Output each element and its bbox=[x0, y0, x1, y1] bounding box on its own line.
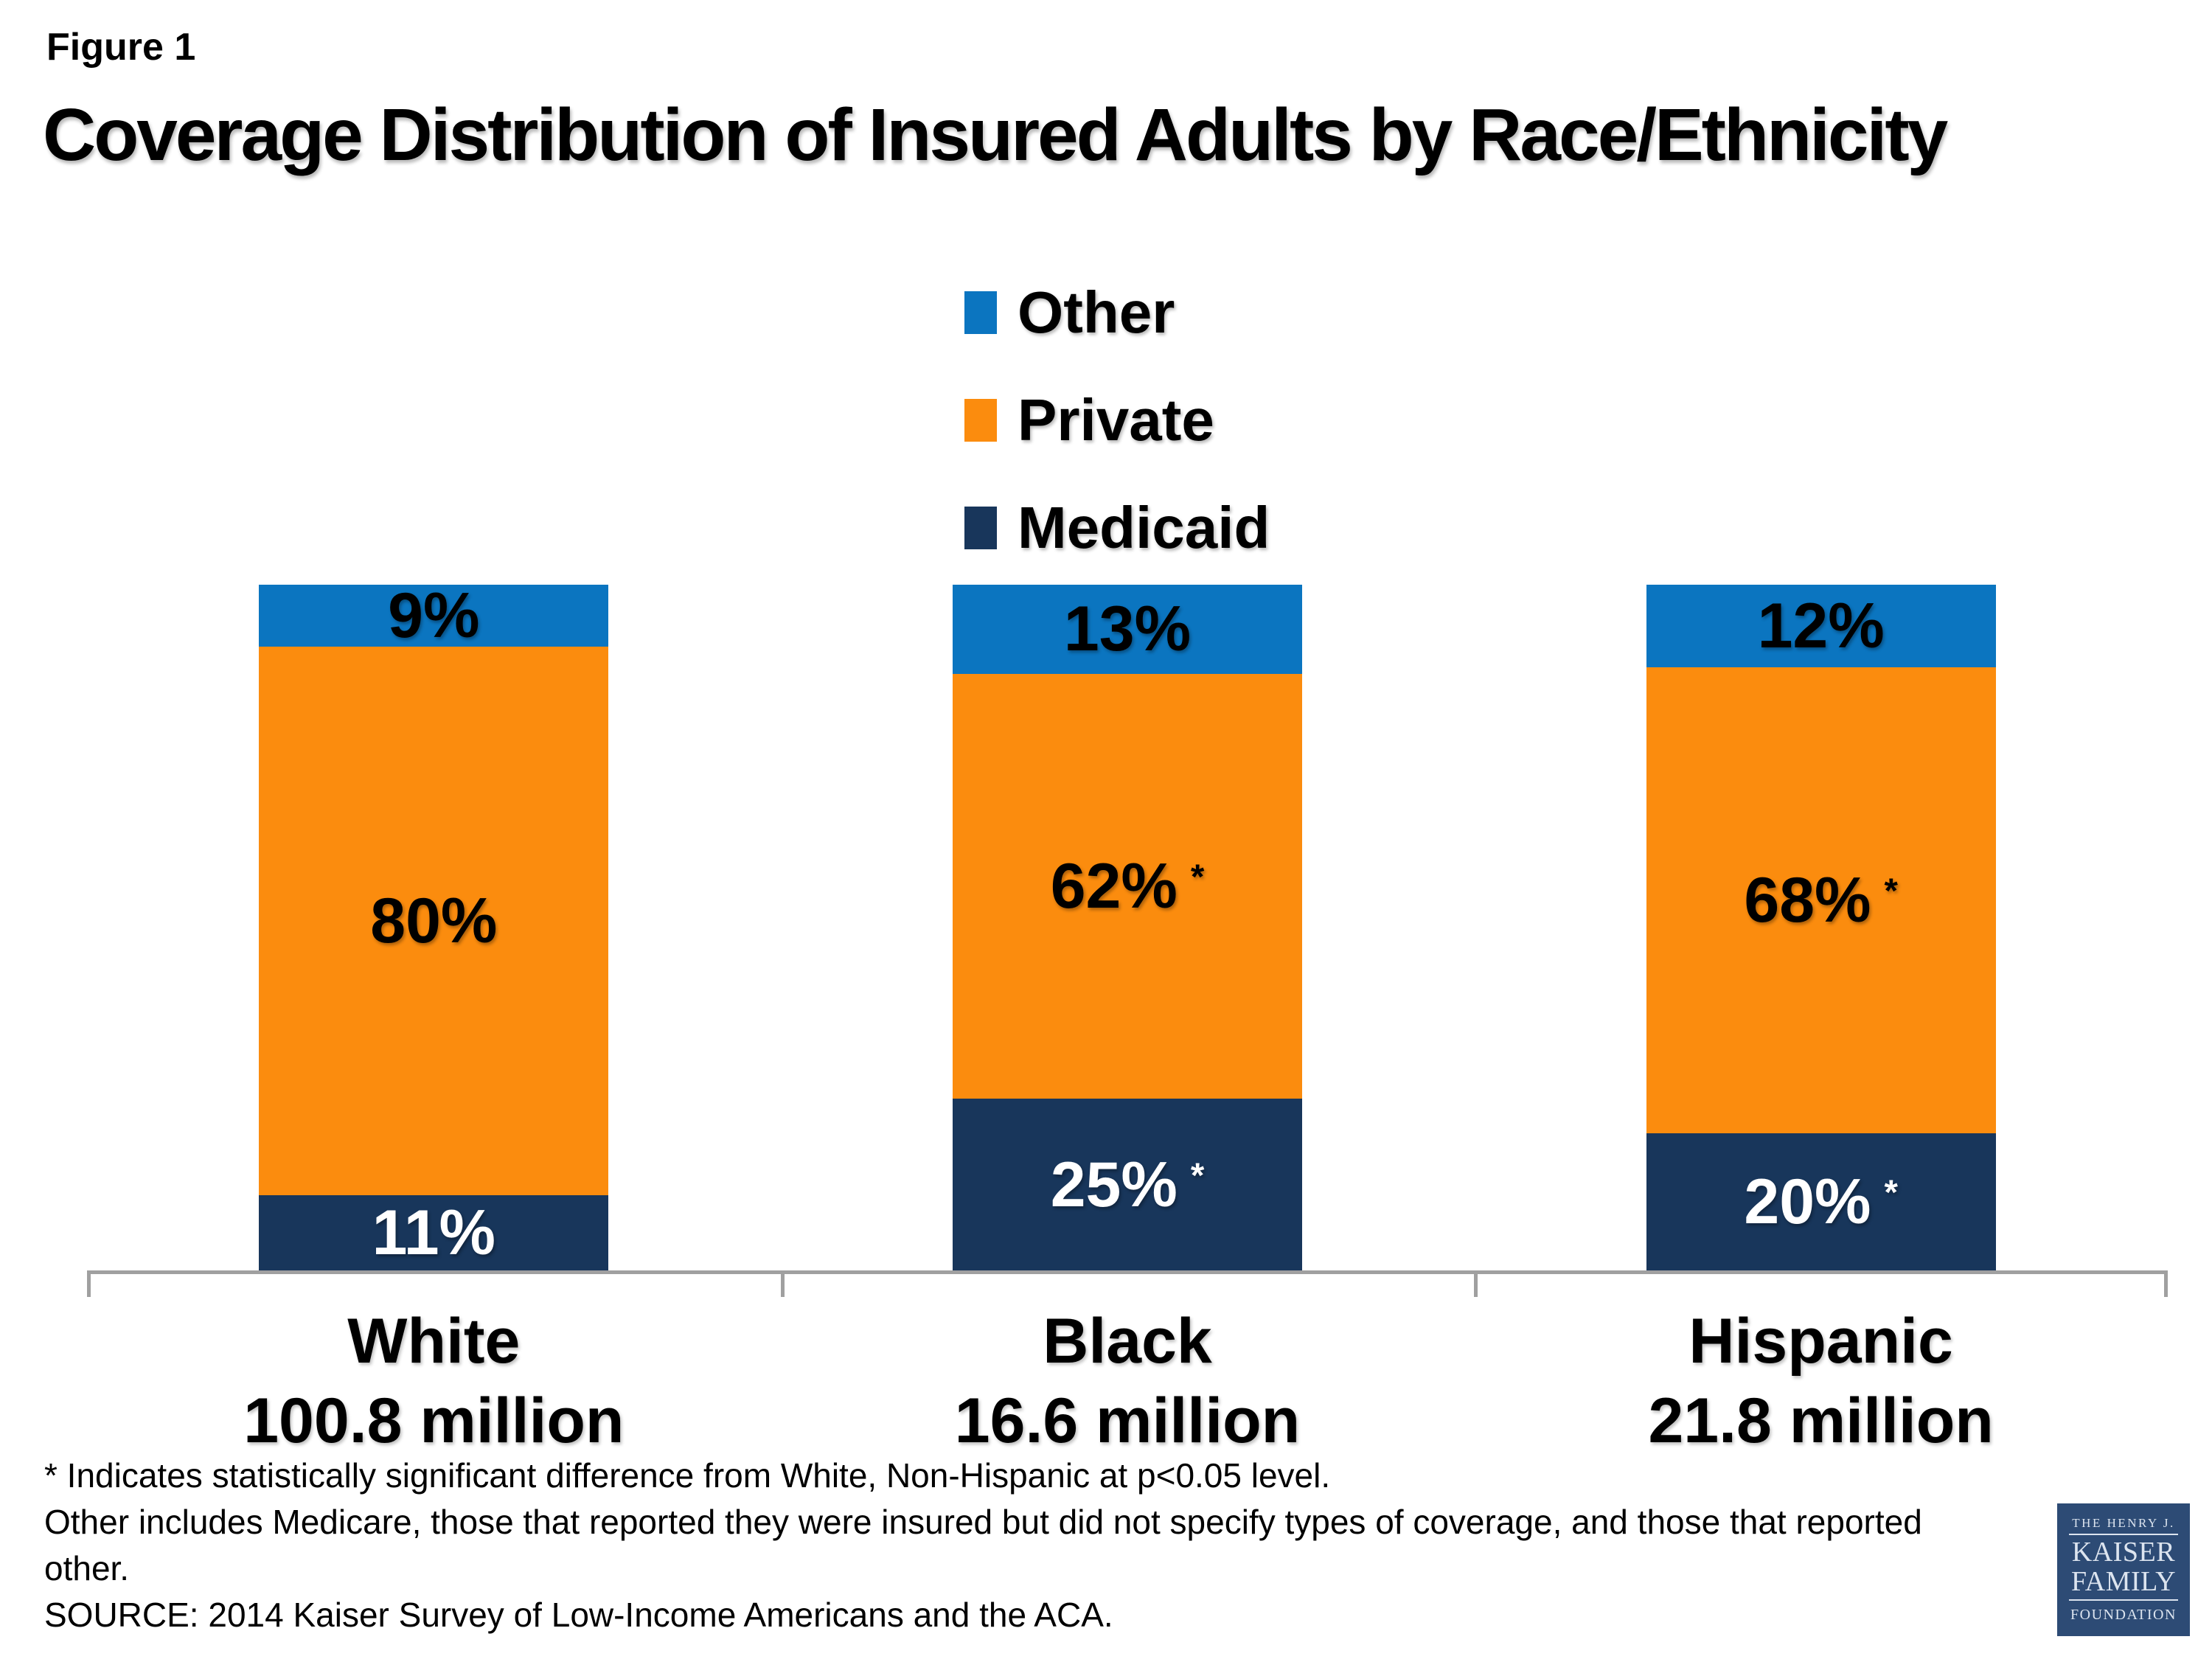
segment-other-black: 13% bbox=[953, 585, 1302, 674]
segment-value-label: 9% bbox=[388, 580, 480, 651]
legend-label: Private bbox=[1018, 387, 1214, 453]
significance-asterisk: * bbox=[1190, 1155, 1205, 1195]
segment-private-white: 80% bbox=[259, 646, 609, 1195]
chart-legend: Other Private Medicaid bbox=[964, 283, 1270, 606]
segment-value-label: 25% * bbox=[1050, 1149, 1205, 1220]
segment-value-label: 80% bbox=[370, 885, 498, 956]
segment-value-label: 11% bbox=[372, 1197, 496, 1268]
segment-value-label: 13% bbox=[1063, 594, 1192, 665]
category-name: Hispanic bbox=[1688, 1306, 1953, 1377]
logo-line-foundation: FOUNDATION bbox=[2070, 1607, 2177, 1624]
stacked-bar-black: 13% 62% * 25% * bbox=[953, 585, 1302, 1270]
category-population: 100.8 million bbox=[243, 1385, 625, 1457]
x-axis-tick bbox=[87, 1270, 91, 1297]
segment-value-label: 68% * bbox=[1744, 864, 1898, 936]
category-label-white: White 100.8 million bbox=[87, 1301, 781, 1461]
category-name: Black bbox=[1043, 1306, 1212, 1377]
x-axis-tick bbox=[2164, 1270, 2168, 1297]
kaiser-family-foundation-logo: THE HENRY J. KAISER FAMILY FOUNDATION bbox=[2057, 1503, 2190, 1636]
footnotes: * Indicates statistically significant di… bbox=[44, 1453, 2035, 1638]
category-population: 16.6 million bbox=[954, 1385, 1301, 1457]
segment-private-hispanic: 68% * bbox=[1646, 667, 1996, 1133]
segment-private-black: 62% * bbox=[953, 673, 1302, 1099]
segment-other-hispanic: 12% bbox=[1646, 585, 1996, 667]
logo-divider bbox=[2069, 1599, 2178, 1601]
stacked-bar-hispanic: 12% 68% * 20% * bbox=[1646, 585, 1996, 1270]
segment-medicaid-black: 25% * bbox=[953, 1099, 1302, 1270]
segment-medicaid-white: 11% bbox=[259, 1194, 609, 1270]
significance-asterisk: * bbox=[1884, 1172, 1898, 1212]
figure-label: Figure 1 bbox=[46, 26, 196, 69]
category-population: 21.8 million bbox=[1648, 1385, 1994, 1457]
category-label-hispanic: Hispanic 21.8 million bbox=[1474, 1301, 2168, 1461]
page-title: Coverage Distribution of Insured Adults … bbox=[43, 94, 1948, 176]
logo-line-kaiser: KAISER bbox=[2071, 1536, 2176, 1568]
x-axis-line bbox=[87, 1270, 2168, 1274]
category-name: White bbox=[347, 1306, 521, 1377]
private-swatch-icon bbox=[964, 399, 997, 442]
significance-asterisk: * bbox=[1884, 871, 1898, 911]
footnote-line: other. bbox=[44, 1549, 130, 1587]
category-label-black: Black 16.6 million bbox=[781, 1301, 1475, 1461]
x-axis-tick bbox=[1474, 1270, 1478, 1297]
legend-label: Other bbox=[1018, 279, 1175, 345]
segment-value-label: 20% * bbox=[1744, 1166, 1898, 1237]
plot-area: 9% 80% 11% 13% 62% * 25% * 12% 68% * 20% * bbox=[87, 580, 2168, 1297]
footnote-line: * Indicates statistically significant di… bbox=[44, 1456, 1331, 1495]
legend-item-private: Private bbox=[964, 391, 1270, 450]
stacked-bar-white: 9% 80% 11% bbox=[259, 580, 609, 1270]
significance-asterisk: * bbox=[1190, 858, 1205, 897]
segment-medicaid-hispanic: 20% * bbox=[1646, 1133, 1996, 1270]
category-labels: White 100.8 million Black 16.6 million Hispa… bbox=[87, 1301, 2168, 1461]
footnote-line: Other includes Medicare, those that repo… bbox=[44, 1503, 1922, 1541]
footnote-line: SOURCE: 2014 Kaiser Survey of Low-Income… bbox=[44, 1596, 1113, 1634]
legend-item-other: Other bbox=[964, 283, 1270, 342]
legend-label: Medicaid bbox=[1018, 495, 1270, 560]
logo-line-family: FAMILY bbox=[2070, 1565, 2177, 1597]
logo-divider bbox=[2069, 1533, 2178, 1535]
medicaid-swatch-icon bbox=[964, 507, 997, 549]
segment-value-label: 12% bbox=[1757, 590, 1885, 661]
x-axis-tick bbox=[781, 1270, 785, 1297]
segment-value-label: 62% * bbox=[1050, 851, 1205, 922]
segment-other-white: 9% bbox=[259, 580, 609, 651]
other-swatch-icon bbox=[964, 291, 997, 334]
logo-line-the-henry-j: THE HENRY J. bbox=[2072, 1515, 2175, 1530]
legend-item-medicaid: Medicaid bbox=[964, 498, 1270, 557]
